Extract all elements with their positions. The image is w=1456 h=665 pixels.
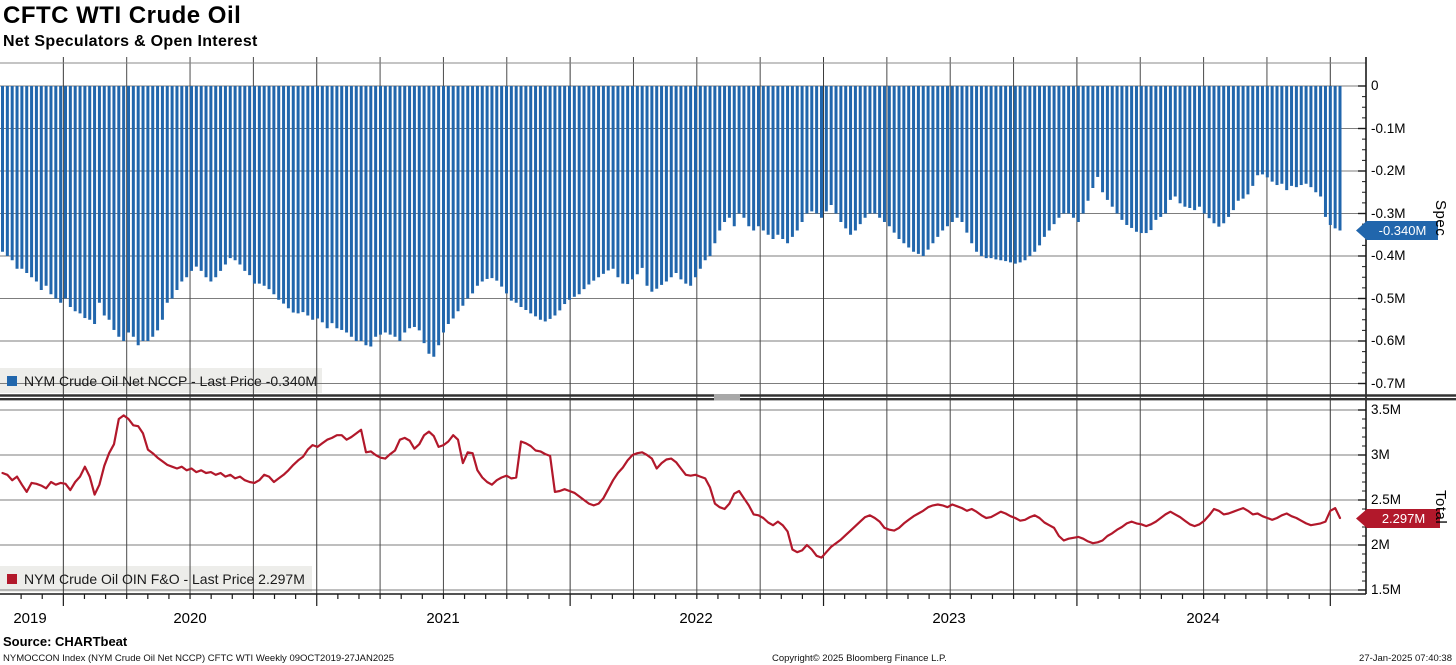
- x-year-label: 2024: [1186, 610, 1220, 627]
- x-year-label: 2019: [13, 610, 47, 627]
- y-tick-label: -0.3M: [1371, 205, 1406, 221]
- axis-label-total: Total: [1432, 490, 1449, 525]
- y-tick-label: -0.4M: [1371, 248, 1406, 263]
- last-price-tag-spec: -0.340M: [1356, 221, 1438, 240]
- y-tick-label: 3.5M: [1371, 402, 1402, 417]
- footer-timestamp: 27-Jan-2025 07:40:38: [1359, 653, 1452, 664]
- y-tick-label: -0.7M: [1371, 375, 1406, 391]
- footer-ticker-info: NYMOCCON Index (NYM Crude Oil Net NCCP) …: [3, 653, 395, 664]
- legend-swatch-blue-icon: [7, 376, 17, 386]
- y-tick-label: -0.6M: [1371, 333, 1406, 348]
- x-year-label: 2023: [932, 610, 966, 627]
- y-tick-label: -0.1M: [1371, 120, 1406, 136]
- y-tick-label: 1.5M: [1371, 582, 1402, 597]
- y-tick-label: 2.5M: [1371, 492, 1402, 507]
- y-tick-label: 0: [1371, 78, 1379, 93]
- legend-total[interactable]: NYM Crude Oil OIN F&O - Last Price 2.297…: [0, 567, 305, 591]
- y-tick-label: -0.5M: [1371, 290, 1406, 306]
- last-price-tag-total: 2.297M: [1356, 509, 1440, 528]
- y-tick-label: 3M: [1371, 447, 1390, 462]
- legend-swatch-red-icon: [7, 574, 17, 584]
- page-subtitle: Net Speculators & Open Interest: [3, 33, 258, 50]
- x-year-label: 2021: [426, 610, 460, 627]
- x-year-label: 2020: [173, 610, 207, 627]
- source-note: Source: CHARTbeat: [3, 634, 128, 649]
- legend-spec-label: NYM Crude Oil Net NCCP - Last Price -0.3…: [24, 373, 318, 389]
- y-tick-label: 2M: [1371, 537, 1390, 552]
- legend-spec[interactable]: NYM Crude Oil Net NCCP - Last Price -0.3…: [0, 369, 317, 393]
- legend-total-label: NYM Crude Oil OIN F&O - Last Price 2.297…: [24, 571, 305, 587]
- page-title: CFTC WTI Crude Oil: [3, 2, 242, 29]
- footer-copyright: Copyright© 2025 Bloomberg Finance L.P.: [772, 653, 947, 664]
- y-tick-label: -0.2M: [1371, 163, 1406, 178]
- axis-label-spec: Spec: [1432, 200, 1449, 237]
- x-year-label: 2022: [679, 610, 713, 627]
